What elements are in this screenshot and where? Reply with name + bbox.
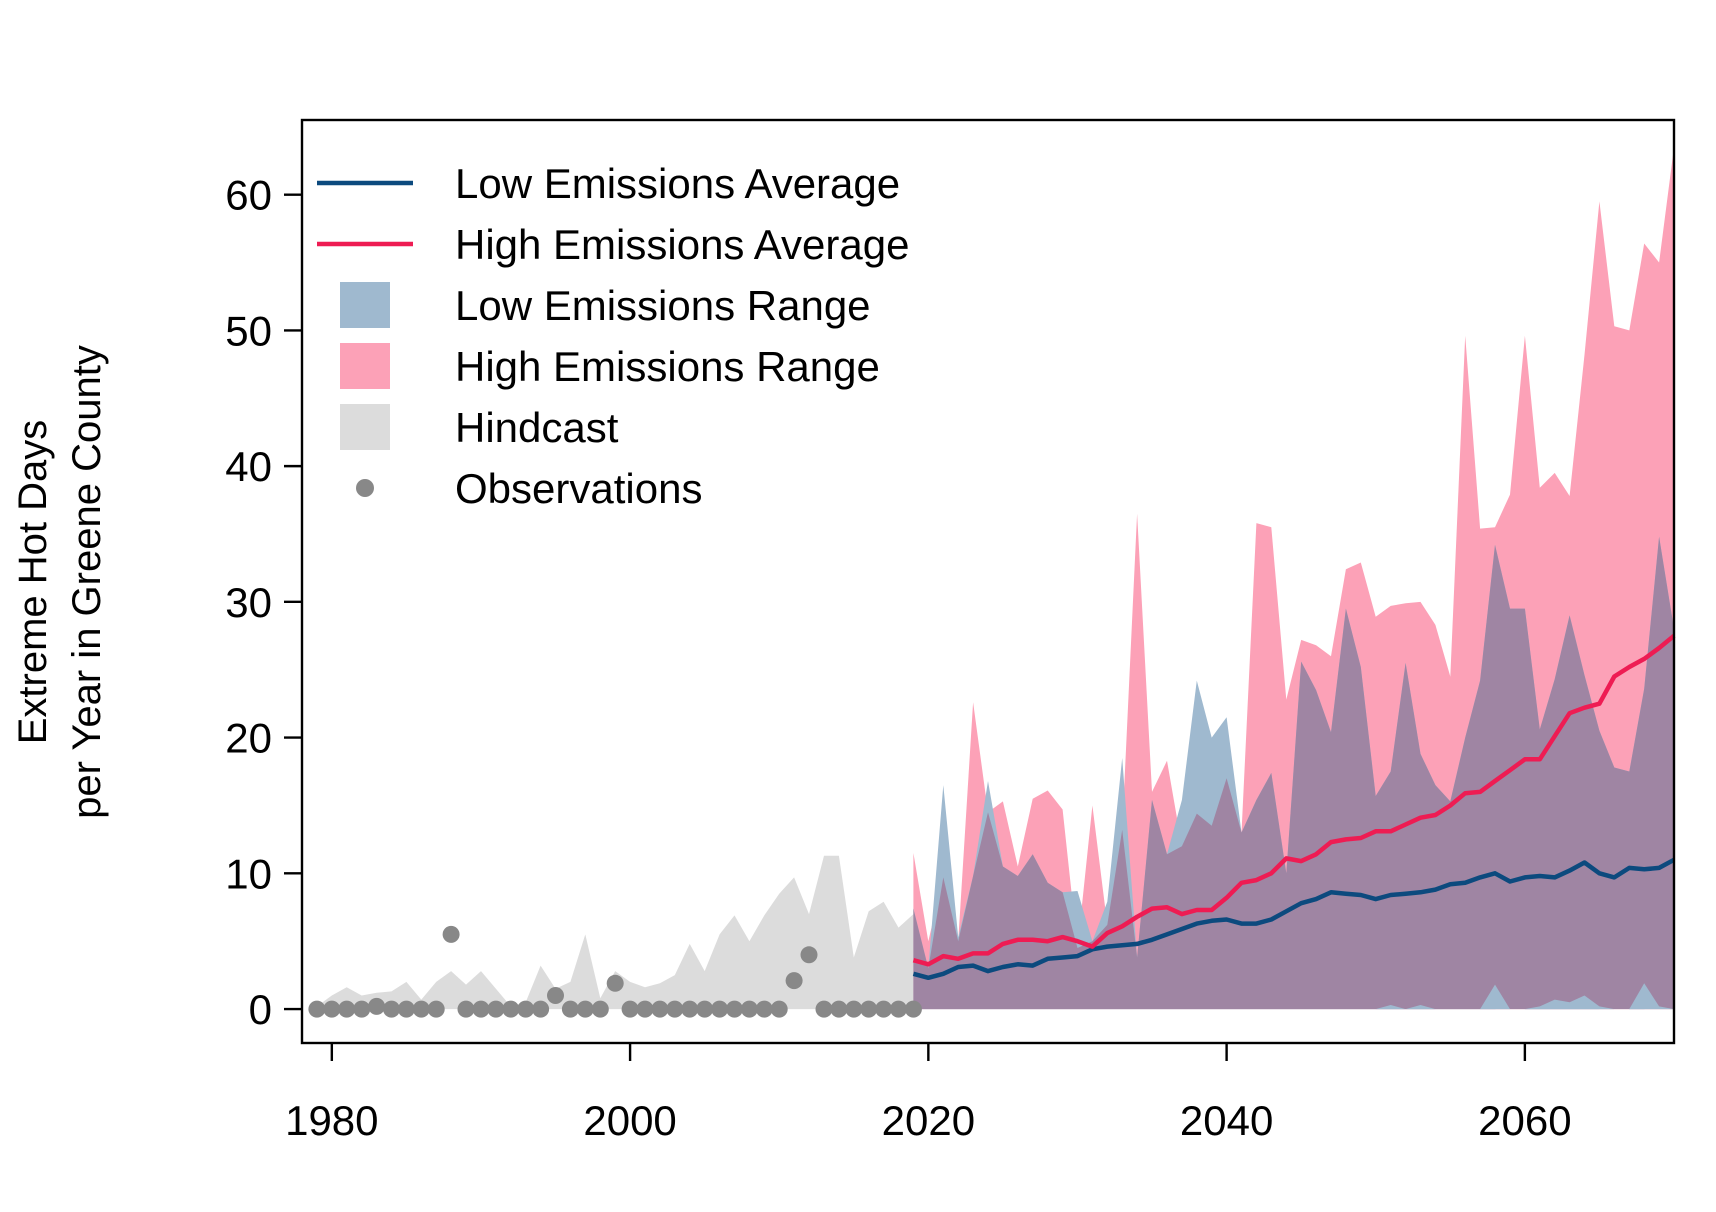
observation-point	[875, 1000, 893, 1018]
legend-box-key	[340, 343, 390, 389]
observation-point	[323, 1000, 341, 1018]
y-tick-label: 50	[225, 307, 272, 354]
y-tick-label: 40	[225, 443, 272, 490]
legend-label: Hindcast	[455, 404, 619, 451]
legend-item: High Emissions Range	[340, 343, 880, 390]
observation-point	[397, 1000, 415, 1018]
observation-point	[696, 1000, 714, 1018]
observation-point	[561, 1000, 579, 1018]
observation-point	[472, 1000, 490, 1018]
observation-point	[532, 1000, 550, 1018]
observation-point	[621, 1000, 639, 1018]
observation-point	[308, 1000, 326, 1018]
observation-point	[711, 1000, 729, 1018]
hindcast-band	[316, 855, 914, 1010]
observation-point	[576, 1000, 594, 1018]
x-tick-label: 2040	[1180, 1097, 1273, 1144]
range-bands	[913, 147, 1674, 1010]
legend-label: Observations	[455, 465, 702, 512]
observation-point	[517, 1000, 535, 1018]
range-overlap-area	[913, 536, 1674, 1010]
legend-item: Hindcast	[340, 404, 619, 451]
legend-box-key	[340, 404, 390, 450]
observation-point	[353, 1000, 371, 1018]
observation-point	[845, 1000, 863, 1018]
y-tick-label: 0	[249, 986, 272, 1033]
x-axis: 1980 2000 2020 2040 2060	[285, 1043, 1572, 1144]
high-emissions-average-line	[912, 634, 1676, 967]
legend-label: High Emissions Average	[455, 221, 909, 268]
y-tick-label: 10	[225, 850, 272, 897]
x-tick-label: 1980	[285, 1097, 378, 1144]
observation-point	[681, 1000, 699, 1018]
observation-point	[860, 1000, 878, 1018]
observation-point	[636, 1000, 654, 1018]
observation-point	[606, 974, 624, 992]
low-emissions-average-line	[912, 857, 1676, 981]
y-tick-label: 60	[225, 172, 272, 219]
observation-point	[338, 1000, 356, 1018]
observation-point	[740, 1000, 758, 1018]
observation-point	[666, 1000, 684, 1018]
observation-point	[830, 1000, 848, 1018]
observation-point	[651, 1000, 669, 1018]
legend-item: Low Emissions Range	[340, 282, 871, 329]
observation-point	[770, 1000, 788, 1018]
y-axis-title-line-1: Extreme Hot Days	[11, 420, 55, 745]
observation-point	[487, 1000, 505, 1018]
legend-item: Observations	[356, 465, 702, 512]
low-emissions-min-area	[913, 983, 1674, 1010]
observation-point	[591, 1000, 609, 1018]
observation-point	[904, 1000, 922, 1018]
observation-point	[785, 972, 803, 990]
observation-point	[368, 997, 386, 1015]
legend-label: Low Emissions Average	[455, 160, 900, 207]
legend-label: High Emissions Range	[455, 343, 880, 390]
observation-point	[890, 1000, 907, 1018]
observation-point	[755, 1000, 773, 1018]
y-axis: 0 10 20 30 40 50 60	[225, 172, 302, 1033]
legend: Low Emissions Average High Emissions Aver…	[317, 160, 909, 512]
y-axis-title-line-2: per Year in Greene County	[65, 345, 109, 819]
observation-point	[815, 1000, 833, 1018]
observation-point	[427, 1000, 445, 1018]
x-tick-label: 2060	[1478, 1097, 1571, 1144]
legend-point-key	[356, 479, 374, 497]
observation-point	[726, 1000, 743, 1018]
observation-point	[412, 1000, 430, 1018]
observation-point	[457, 1000, 475, 1018]
x-tick-label: 2000	[583, 1097, 676, 1144]
observation-point	[502, 1000, 520, 1018]
legend-item: Low Emissions Average	[317, 160, 900, 207]
observation-point	[383, 1000, 400, 1018]
hindcast-area	[316, 855, 914, 1010]
legend-label: Low Emissions Range	[455, 282, 871, 329]
observation-point	[442, 925, 460, 943]
observation-point	[547, 987, 564, 1004]
observation-point	[800, 946, 818, 964]
y-tick-label: 20	[225, 715, 272, 762]
legend-box-key	[340, 282, 390, 328]
legend-item: High Emissions Average	[317, 221, 909, 268]
observation-points	[308, 925, 922, 1018]
y-tick-label: 30	[225, 579, 272, 626]
x-tick-label: 2020	[882, 1097, 975, 1144]
plot-frame	[300, 118, 1676, 1045]
average-lines	[912, 634, 1676, 981]
